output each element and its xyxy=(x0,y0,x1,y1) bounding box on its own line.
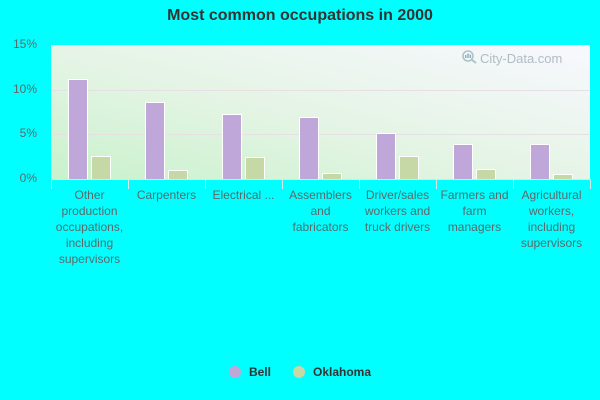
gridline xyxy=(51,134,590,136)
x-category-label: Driver/sales workers and truck drivers xyxy=(364,188,431,234)
legend-swatch-icon xyxy=(228,366,241,378)
bar-bell[interactable] xyxy=(376,132,396,179)
bar-oklahoma[interactable] xyxy=(322,172,342,179)
bar-oklahoma[interactable] xyxy=(553,173,573,179)
x-tick xyxy=(359,179,360,189)
legend: Bell Oklahoma xyxy=(0,365,600,379)
magnifier-chart-icon xyxy=(462,50,478,67)
x-category-label: Carpenters xyxy=(136,188,197,202)
x-category-label: Other production occupations, including … xyxy=(55,188,124,266)
x-tick xyxy=(513,179,514,189)
legend-label: Oklahoma xyxy=(312,365,372,379)
plot-area: City-Data.com xyxy=(51,45,590,179)
bar-bell[interactable] xyxy=(299,117,319,179)
watermark-text: City-Data.com xyxy=(480,51,563,66)
chart-title: Most common occupations in 2000 xyxy=(167,7,433,24)
y-tick-label: 0% xyxy=(19,171,37,185)
y-tick-label: 5% xyxy=(19,126,37,141)
bar-oklahoma[interactable] xyxy=(399,155,419,179)
legend-item-oklahoma[interactable]: Oklahoma xyxy=(292,365,372,379)
bar-bell[interactable] xyxy=(453,144,473,179)
x-category-label: Assemblers and fabricators xyxy=(289,188,352,234)
x-tick xyxy=(128,179,129,189)
bar-bell[interactable] xyxy=(222,113,242,179)
x-axis-line xyxy=(51,179,590,180)
x-tick xyxy=(282,179,283,189)
bar-bell[interactable] xyxy=(68,78,88,179)
x-tick xyxy=(205,179,206,189)
bar-oklahoma[interactable] xyxy=(168,170,188,179)
bar-oklahoma[interactable] xyxy=(91,155,111,179)
x-category-label: Electrical ... xyxy=(212,188,275,202)
bar-oklahoma[interactable] xyxy=(476,169,496,179)
legend-swatch-icon xyxy=(292,366,305,378)
bar-bell[interactable] xyxy=(145,102,165,179)
bar-oklahoma[interactable] xyxy=(245,156,265,179)
x-category-label: Agricultural workers, including supervis… xyxy=(520,188,583,250)
x-tick xyxy=(51,179,52,189)
legend-item-bell[interactable]: Bell xyxy=(228,365,271,379)
y-tick-label: 10% xyxy=(12,81,37,96)
legend-label: Bell xyxy=(248,365,271,379)
gridline xyxy=(51,89,590,91)
bar-bell[interactable] xyxy=(530,144,550,179)
x-tick xyxy=(436,179,437,189)
x-category-label: Farmers and farm managers xyxy=(440,188,509,234)
watermark: City-Data.com xyxy=(462,50,562,67)
y-tick-label: 15% xyxy=(12,37,37,51)
x-tick xyxy=(590,179,591,189)
